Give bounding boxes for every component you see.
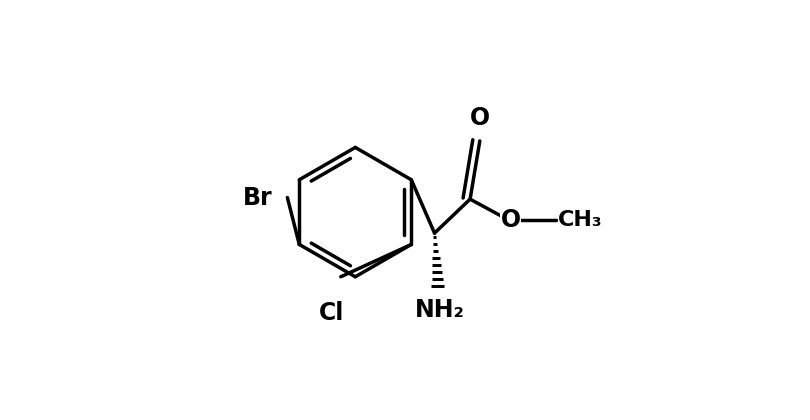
Text: O: O	[470, 106, 490, 130]
Text: CH₃: CH₃	[557, 210, 602, 230]
Text: Cl: Cl	[319, 301, 345, 325]
Text: NH₂: NH₂	[415, 298, 464, 322]
Text: Br: Br	[243, 186, 273, 210]
Text: O: O	[501, 208, 521, 232]
